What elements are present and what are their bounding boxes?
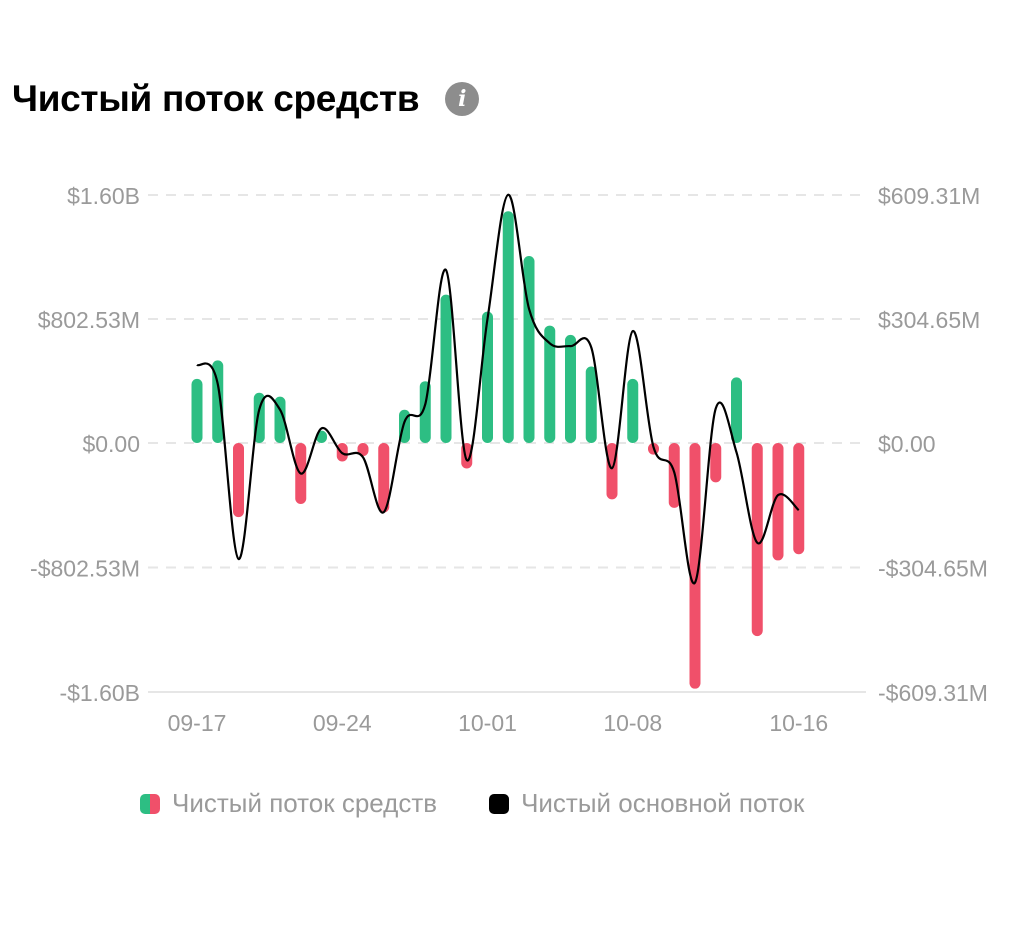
flow-bar	[212, 360, 224, 443]
chart-legend: Чистый поток средств Чистый основной пот…	[140, 788, 856, 819]
flow-bar	[772, 443, 784, 561]
right-axis-tick-label: $304.65M	[878, 307, 980, 333]
flow-bar	[544, 325, 556, 443]
legend-label-net-flow: Чистый поток средств	[172, 788, 438, 818]
left-axis-tick-label: $0.00	[82, 431, 140, 457]
flow-bar	[482, 311, 493, 443]
chart-title: Чистый поток средств	[12, 78, 420, 119]
legend-item-main-flow[interactable]: Чистый основной поток	[489, 788, 804, 819]
x-axis-tick-label: 10-08	[603, 710, 662, 736]
right-axis-tick-label: $0.00	[878, 431, 936, 457]
right-axis-tick-label: $609.31M	[878, 183, 980, 209]
right-axis-tick-label: -$609.31M	[878, 680, 988, 706]
x-axis-tick-label: 10-01	[458, 710, 517, 736]
flow-bar	[751, 443, 763, 637]
x-axis-tick-label: 10-16	[769, 710, 828, 736]
net-flow-chart: $1.60B $609.31M $802.53M $304.65M $0.00 $0.00…	[30, 183, 988, 736]
legend-label-main-flow: Чистый основной поток	[521, 788, 805, 818]
flow-bar	[710, 443, 722, 483]
flow-bar	[502, 211, 514, 443]
x-axis-tick-label: 09-17	[168, 710, 227, 736]
flow-bar	[565, 334, 576, 443]
flow-bar	[233, 443, 244, 518]
bar-swatch-icon	[140, 793, 160, 814]
left-axis-tick-label: $802.53M	[38, 307, 140, 333]
flow-bar	[191, 378, 203, 443]
main-flow-line	[196, 193, 800, 585]
flow-bar	[689, 443, 701, 689]
info-icon[interactable]: i	[445, 82, 480, 116]
left-axis-tick-label: -$1.60B	[59, 680, 140, 706]
flow-bar	[440, 294, 452, 443]
flow-bar	[627, 378, 639, 443]
flow-bar	[585, 366, 597, 443]
flow-bar	[274, 396, 286, 443]
legend-item-net-flow[interactable]: Чистый поток средств	[140, 788, 437, 819]
flow-bar	[378, 443, 390, 513]
flow-bar	[523, 256, 535, 443]
flow-bar	[731, 377, 742, 443]
chart-header: Чистый поток средств i	[12, 78, 480, 120]
flow-bar	[419, 381, 431, 443]
flow-bar	[793, 443, 805, 555]
line-swatch-icon	[489, 793, 510, 814]
x-axis-tick-label: 09-24	[313, 710, 372, 736]
flow-bar	[357, 443, 369, 457]
left-axis-tick-label: $1.60B	[67, 183, 140, 209]
right-axis-tick-label: -$304.65M	[878, 556, 988, 582]
left-axis-tick-label: -$802.53M	[30, 556, 140, 582]
